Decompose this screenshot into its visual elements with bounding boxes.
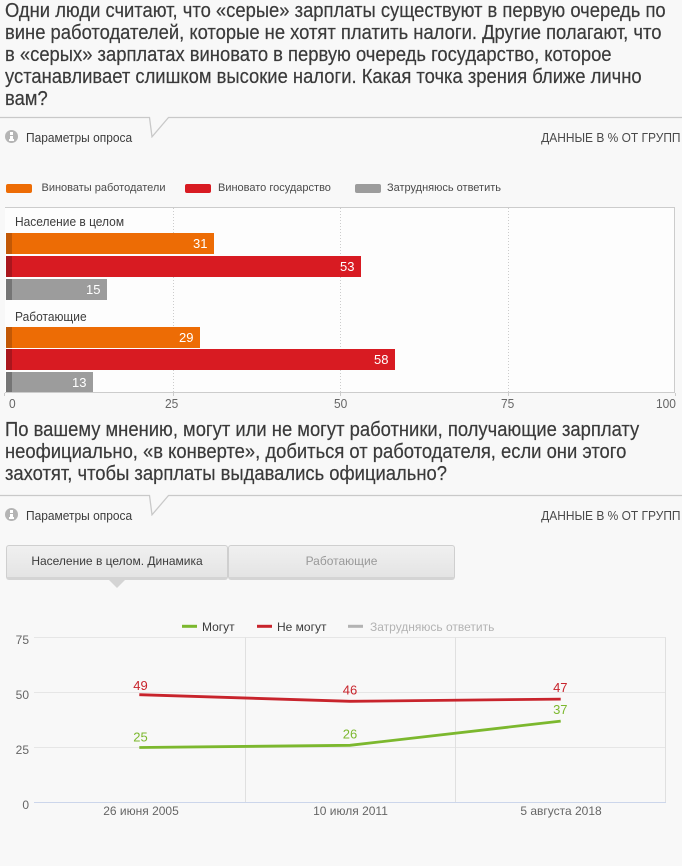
svg-text:47: 47 [553,680,567,695]
svg-text:26: 26 [343,727,357,742]
svg-text:Затрудняюсь ответить: Затрудняюсь ответить [370,620,494,634]
svg-text:37: 37 [553,702,567,717]
svg-text:75: 75 [16,633,30,647]
svg-text:26 июня 2005: 26 июня 2005 [103,804,179,818]
svg-text:50: 50 [16,688,30,702]
svg-text:46: 46 [343,682,357,697]
svg-text:5 августа 2018: 5 августа 2018 [520,804,602,818]
svg-text:25: 25 [133,730,147,745]
svg-text:49: 49 [133,678,147,693]
svg-text:0: 0 [22,798,29,812]
svg-text:25: 25 [16,743,30,757]
svg-text:10 июля 2011: 10 июля 2011 [313,804,388,818]
svg-text:Не могут: Не могут [277,620,327,634]
svg-text:Могут: Могут [202,620,235,634]
